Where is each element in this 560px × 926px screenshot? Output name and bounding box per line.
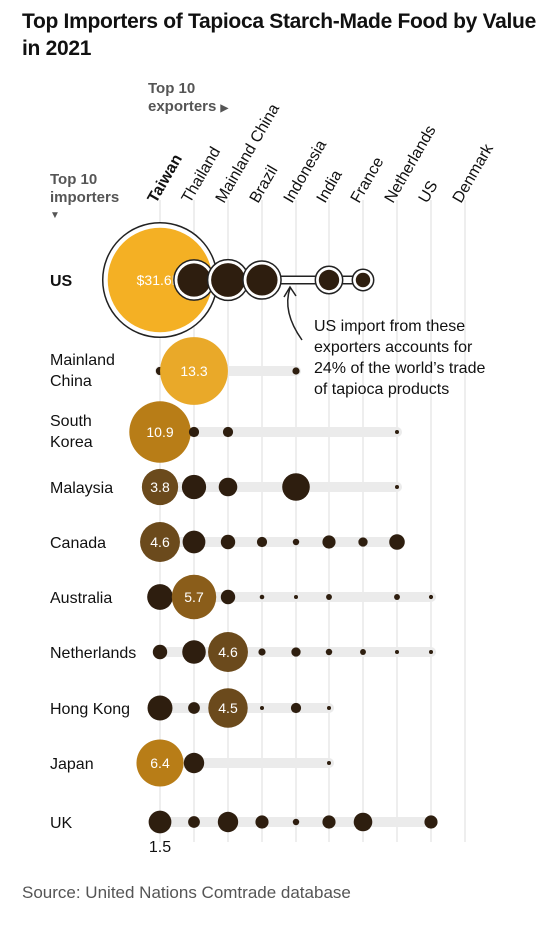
value-label-uk-taiwan: 1.5: [149, 839, 171, 856]
bubble-netherlands-india: [325, 648, 333, 656]
importer-label-us: US: [50, 273, 73, 290]
bubble-label-australia-thailand: 5.7: [184, 589, 204, 605]
bubble-label-netherlands-mainland-china: 4.6: [218, 644, 238, 660]
bubble-us-india: [318, 269, 340, 291]
bubble-australia-netherlands: [394, 594, 400, 600]
bubble-hong-kong-thailand: [188, 702, 200, 714]
bubble-canada-taiwan: [140, 522, 180, 562]
bubble-australia-us: [428, 594, 434, 600]
importer-label-uk: UK: [50, 815, 73, 832]
bubble-uk-indonesia: [292, 818, 300, 826]
bubble-australia-brazil: [259, 594, 265, 600]
importer-label-japan: Japan: [50, 756, 94, 773]
bubble-netherlands-brazil: [258, 648, 266, 656]
bubble-australia-india: [326, 594, 332, 600]
bubble-label-malaysia-taiwan: 3.8: [150, 479, 170, 495]
bubble-south-korea-taiwan: [129, 401, 191, 463]
exporter-label-brazil: Brazil: [247, 163, 282, 206]
bubble-canada-indonesia: [292, 538, 300, 546]
arrow-down-icon: ▼: [50, 210, 60, 221]
bubble-mainland-china-thailand: [160, 337, 228, 405]
importer-label-malaysia: Malaysia: [50, 480, 113, 497]
exporters-header: Top 10 exporters ▶: [148, 80, 228, 118]
bubble-japan-thailand: [183, 752, 205, 774]
bubble-japan-taiwan: [136, 739, 184, 787]
bubble-canada-france: [358, 537, 368, 547]
bubble-malaysia-mainland-china: [218, 477, 238, 497]
importer-label-hong-kong: Hong Kong: [50, 701, 130, 718]
importer-label-mainland-china: Mainland China: [50, 352, 115, 390]
bubble-south-korea-thailand: [188, 426, 200, 438]
annotation-pointer: [287, 287, 303, 341]
bubble-netherlands-indonesia: [291, 647, 301, 657]
bubble-label-hong-kong-mainland-china: 4.5: [218, 700, 238, 716]
bubble-netherlands-taiwan: [152, 644, 168, 660]
bubble-label-canada-taiwan: 4.6: [150, 534, 170, 550]
bubble-hong-kong-indonesia: [290, 702, 302, 714]
exporter-label-denmark: Denmark: [450, 140, 498, 206]
source-note: Source: United Nations Comtrade database: [22, 883, 351, 902]
exporters-header-line1: Top 10: [148, 80, 196, 97]
bubble-canada-india: [322, 535, 336, 549]
importers-header-line1: Top 10: [50, 171, 98, 188]
bubble-canada-mainland-china: [220, 534, 236, 550]
bubble-uk-france: [353, 812, 373, 832]
bubble-netherlands-us: [429, 650, 433, 654]
bubble-netherlands-mainland-china: [208, 632, 248, 672]
annotation-text: US import from these exporters accounts f…: [314, 318, 485, 398]
importer-label-netherlands: Netherlands: [50, 645, 136, 662]
exporter-label-us: US: [416, 178, 442, 206]
bubble-uk-taiwan: [148, 810, 172, 834]
exporters-header-line2: exporters: [148, 98, 217, 115]
bubble-canada-brazil: [256, 536, 268, 548]
bubble-australia-indonesia: [294, 595, 298, 599]
bubble-hong-kong-india: [327, 706, 331, 710]
bubble-uk-india: [322, 815, 336, 829]
bubble-malaysia-thailand: [181, 474, 207, 500]
bubble-uk-mainland-china: [217, 811, 239, 833]
bubble-mainland-china-indonesia: [292, 367, 300, 375]
bubble-malaysia-taiwan: [141, 468, 179, 506]
bubble-uk-brazil: [255, 815, 269, 829]
importers-header-line2: importers: [50, 189, 120, 206]
bubble-hong-kong-brazil: [260, 706, 264, 710]
bubble-hong-kong-taiwan: [147, 695, 173, 721]
chart-title: Top Importers of Tapioca Starch-Made Foo…: [22, 10, 536, 60]
importers-header: Top 10 importers ▼: [50, 171, 119, 225]
exporter-label-india: India: [314, 167, 346, 206]
bubble-us-brazil: [246, 264, 278, 296]
bubble-malaysia-netherlands: [395, 485, 399, 489]
importer-label-south-korea: South Korea: [50, 413, 93, 451]
bubble-us-france: [355, 272, 371, 288]
bubble-south-korea-mainland-china: [222, 426, 234, 438]
bubble-uk-us: [424, 815, 438, 829]
bubble-canada-thailand: [182, 530, 206, 554]
importer-label-canada: Canada: [50, 535, 106, 552]
bubble-malaysia-indonesia: [282, 473, 310, 501]
bubble-netherlands-netherlands: [395, 650, 399, 654]
arrow-right-icon: ▶: [220, 103, 229, 114]
bubble-label-japan-taiwan: 6.4: [150, 755, 170, 771]
annotation-arrowhead-icon: [283, 285, 297, 298]
bubble-us-mainland-china: [211, 263, 245, 297]
bubble-japan-india: [327, 761, 331, 765]
bubble-us-thailand: [177, 263, 211, 297]
bubble-netherlands-thailand: [182, 640, 206, 664]
bubble-south-korea-netherlands: [395, 430, 399, 434]
bubble-canada-netherlands: [389, 534, 405, 550]
bubble-label-mainland-china-thailand: 13.3: [180, 363, 207, 379]
importer-label-australia: Australia: [50, 590, 112, 607]
bubble-label-south-korea-taiwan: 10.9: [146, 424, 173, 440]
bubble-netherlands-france: [360, 649, 366, 655]
bubble-uk-thailand: [188, 816, 200, 828]
bubble-us-taiwan: [107, 227, 213, 333]
bubble-australia-thailand: [171, 574, 217, 620]
bubble-hong-kong-mainland-china: [208, 688, 248, 728]
bubble-australia-taiwan: [147, 584, 173, 610]
bubble-australia-mainland-china: [220, 589, 236, 605]
bubble-label-us-taiwan: $31.6M: [137, 272, 184, 288]
